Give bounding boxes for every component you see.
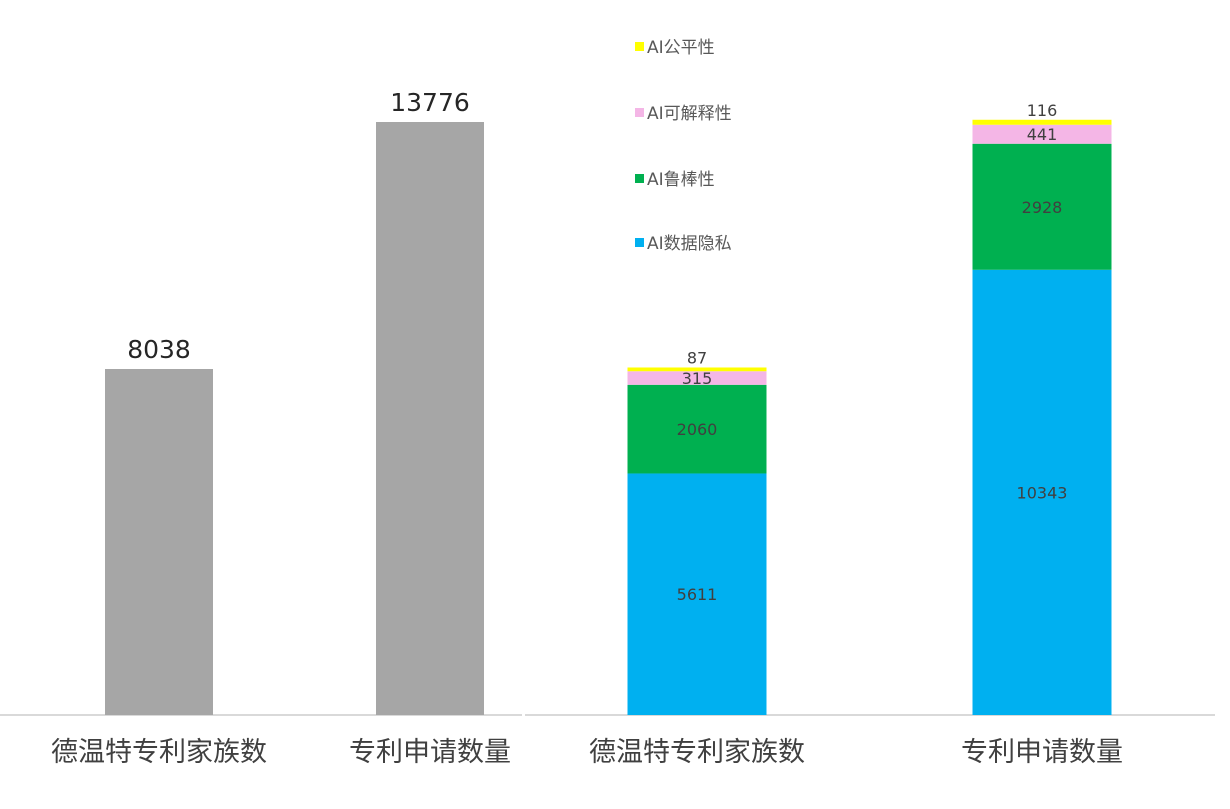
legend-swatch-3	[635, 238, 644, 247]
legend-label-2: AI鲁棒性	[647, 170, 715, 190]
stack-value-label-1-0: 10343	[1017, 483, 1068, 502]
stack-segment-1-3	[972, 119, 1112, 125]
stack-value-label-1-1: 2928	[1022, 198, 1063, 217]
stack-value-label-0-2: 315	[682, 369, 713, 388]
left-x-tick-label-1: 专利申请数量	[349, 737, 511, 768]
legend-label-0: AI公平性	[647, 38, 715, 58]
stack-segment-1-1	[972, 143, 1112, 270]
left-bar-value-label-1: 13776	[390, 88, 470, 117]
right-x-tick-label-1: 专利申请数量	[961, 737, 1123, 768]
stack-value-label-1-2: 441	[1027, 125, 1058, 144]
stack-segment-1-0	[972, 269, 1112, 715]
legend-swatch-0	[635, 42, 644, 51]
stack-segment-0-3	[627, 367, 767, 372]
stack-segment-0-0	[627, 473, 767, 715]
stack-segment-1-2	[972, 124, 1112, 144]
legend-swatch-2	[635, 174, 644, 183]
stack-value-label-0-0: 5611	[677, 585, 718, 604]
left-bar-1	[376, 122, 484, 715]
legend-swatch-1	[635, 108, 644, 117]
left-x-tick-label-0: 德温特专利家族数	[51, 737, 267, 768]
legend-label-3: AI数据隐私	[647, 234, 732, 254]
stack-value-label-1-3: 116	[1027, 101, 1058, 120]
stack-segment-0-1	[627, 384, 767, 474]
legend-label-1: AI可解释性	[647, 104, 732, 124]
left-bar-value-label-0: 8038	[127, 335, 191, 364]
stack-segment-0-2	[627, 371, 767, 385]
stack-value-label-0-3: 87	[687, 348, 707, 367]
right-x-tick-label-0: 德温特专利家族数	[589, 737, 805, 768]
left-bar-0	[105, 368, 213, 715]
stack-value-label-0-1: 2060	[677, 420, 718, 439]
